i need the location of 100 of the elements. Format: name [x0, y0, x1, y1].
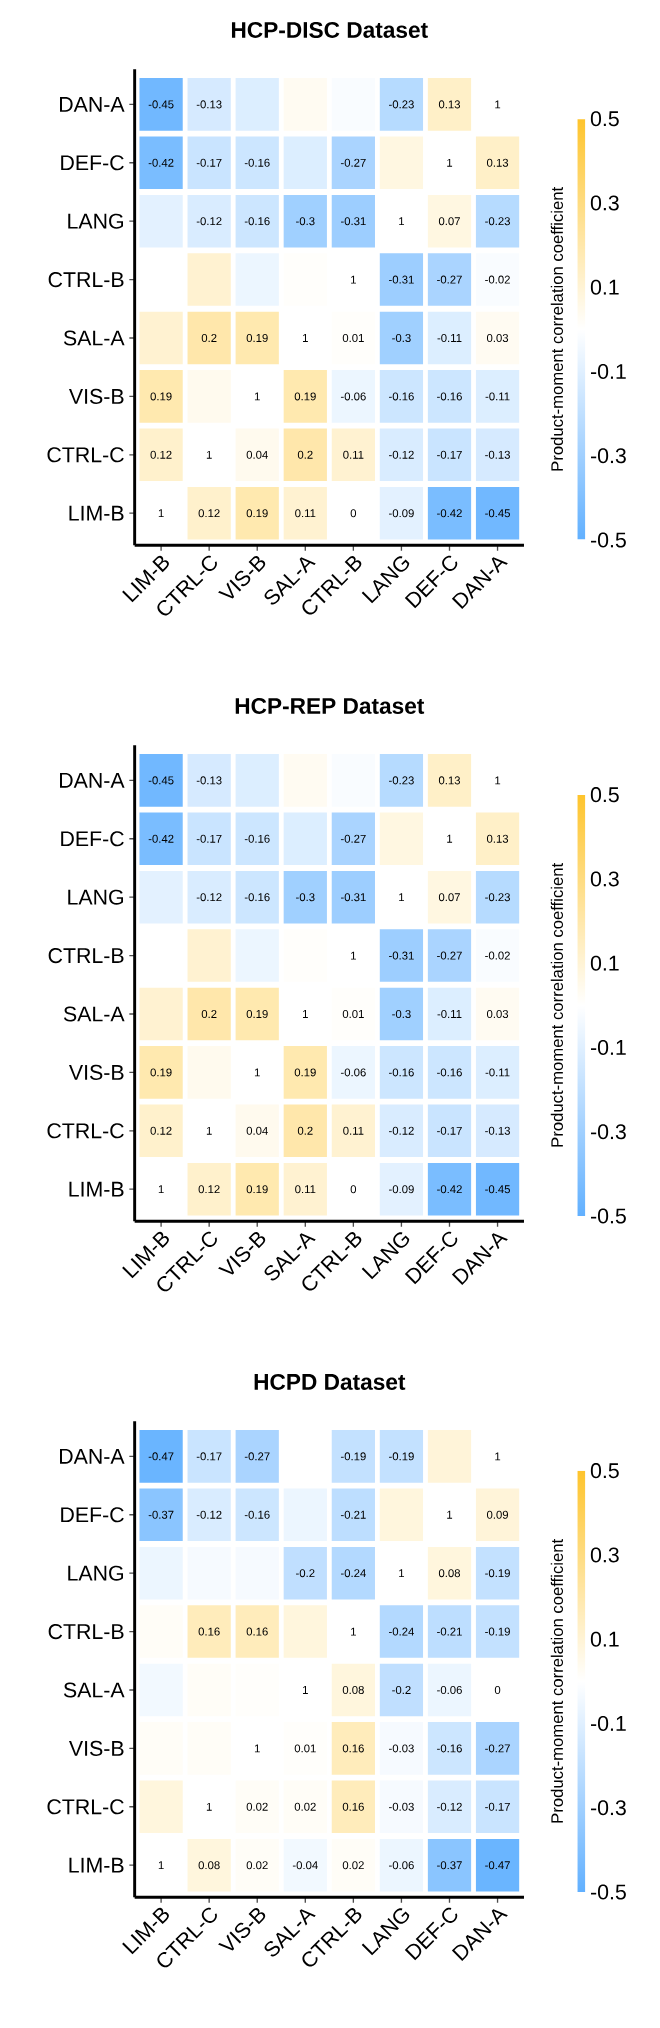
text: 1 [351, 275, 356, 284]
data-label: -0.09 [389, 1185, 414, 1194]
data-label: 0 [350, 509, 357, 518]
text: 1 [303, 1010, 308, 1018]
data-label: -0.2 [296, 1569, 315, 1578]
text: 1 [206, 1126, 212, 1135]
y-tick-label: DAN-A [60, 1449, 125, 1464]
data-label: 0.19 [150, 392, 172, 401]
data-label: -0.04 [292, 1861, 318, 1870]
text: 1 [447, 834, 453, 843]
data-label: -0.37 [437, 1861, 462, 1870]
y-tick-label: LANG [68, 889, 124, 905]
data-label: -0.21 [340, 1510, 366, 1519]
data-label: -0.17 [196, 1452, 222, 1461]
data-label: 0.02 [246, 1861, 268, 1870]
color-bar-label: -0.5 [590, 1884, 626, 1900]
color-bar-label: -0.5 [590, 532, 626, 548]
text: 1 [495, 100, 501, 109]
data-label: -0.03 [389, 1802, 414, 1811]
text: 1 [399, 1569, 405, 1578]
data-label: -0.45 [148, 776, 174, 785]
chart-title: HCPD Dataset [254, 1373, 406, 1390]
data-label: -0.11 [437, 1009, 462, 1018]
data-label: -0.27 [485, 1744, 510, 1753]
data-label: 0.11 [295, 509, 316, 518]
data-label: -0.06 [340, 1068, 366, 1077]
data-label: -0.31 [340, 217, 366, 226]
data-label: -0.24 [389, 1627, 415, 1636]
color-bar-label: 0.3 [590, 195, 619, 211]
text: 1 [495, 776, 501, 785]
text: 1 [254, 392, 260, 401]
chart-title: HCP-DISC Dataset [231, 21, 428, 38]
color-bar-label: -0.3 [590, 448, 626, 464]
data-label: 0.19 [150, 1068, 172, 1077]
data-label: -0.3 [296, 217, 315, 226]
data-label: 0.03 [486, 1009, 509, 1018]
data-label: -0.47 [148, 1452, 174, 1461]
text: 1 [254, 1068, 260, 1077]
data-label: -0.31 [389, 275, 414, 284]
text: 1 [206, 1802, 212, 1811]
data-label: -0.13 [196, 776, 222, 785]
data-label: -0.23 [485, 893, 510, 902]
y-tick-label: CTRL-B [48, 272, 124, 288]
text: 1 [399, 893, 405, 902]
data-label: 0.02 [342, 1861, 364, 1870]
y-tick-label: SAL-A [63, 1006, 125, 1022]
data-label: -0.31 [389, 951, 414, 960]
data-label: -0.17 [437, 450, 462, 459]
data-label: 0.19 [246, 1185, 268, 1194]
color-bar-label: 0.5 [590, 787, 619, 803]
y-tick-label: VIS-B [68, 1740, 124, 1756]
data-label: -0.42 [148, 834, 174, 843]
data-label: -0.31 [340, 893, 366, 902]
data-label: -0.21 [437, 1627, 462, 1636]
text: 1 [158, 1861, 164, 1870]
data-label: 0.2 [297, 450, 313, 459]
data-label: 0.13 [486, 834, 509, 843]
data-label: -0.12 [196, 893, 222, 902]
data-label: -0.12 [389, 1126, 414, 1135]
data-label: -0.42 [437, 509, 462, 518]
data-label: -0.2 [392, 1685, 411, 1694]
y-tick-label: CTRL-B [48, 948, 124, 964]
data-label: -0.17 [437, 1126, 462, 1135]
data-label: -0.16 [244, 158, 270, 167]
data-label: 0.11 [343, 450, 364, 459]
data-label: 0 [350, 1185, 357, 1194]
data-label: -0.02 [485, 275, 510, 284]
color-bar-label: 0.3 [590, 871, 619, 887]
text: 1 [158, 509, 164, 518]
data-label: 0.16 [198, 1627, 220, 1636]
color-bar-title: Product-moment correlation coefficient [550, 862, 564, 1147]
data-label: -0.24 [340, 1569, 366, 1578]
data-label: 0.01 [342, 1009, 364, 1018]
y-tick-label: DEF-C [61, 1507, 124, 1523]
y-tick-label: CTRL-C [47, 1123, 124, 1139]
y-tick-label: DEF-C [61, 831, 124, 847]
data-label: 0.16 [342, 1744, 364, 1753]
data-label: -0.06 [437, 1685, 462, 1694]
data-label: 0.01 [342, 333, 364, 342]
text: 1 [206, 450, 212, 459]
data-label: -0.16 [244, 893, 270, 902]
data-label: -0.19 [389, 1452, 414, 1461]
data-label: 0 [494, 1685, 501, 1694]
data-label: -0.45 [148, 100, 174, 109]
data-label: -0.13 [485, 450, 510, 459]
data-label: -0.17 [485, 1802, 510, 1811]
y-tick-label: LANG [68, 213, 124, 229]
color-bar-label: -0.3 [590, 1124, 626, 1140]
data-label: -0.47 [485, 1861, 510, 1870]
data-label: 0.13 [438, 776, 461, 785]
text: 1 [303, 1686, 308, 1694]
y-tick-label: SAL-A [63, 1682, 125, 1698]
data-label: -0.42 [437, 1185, 462, 1194]
data-label: 0.08 [198, 1861, 220, 1870]
data-label: 0.13 [438, 100, 461, 109]
data-label: -0.16 [437, 1068, 462, 1077]
text: 1 [495, 1452, 501, 1461]
data-label: 0.19 [246, 509, 268, 518]
data-label: -0.11 [485, 1068, 510, 1077]
color-bar-label: 0.1 [590, 279, 619, 295]
